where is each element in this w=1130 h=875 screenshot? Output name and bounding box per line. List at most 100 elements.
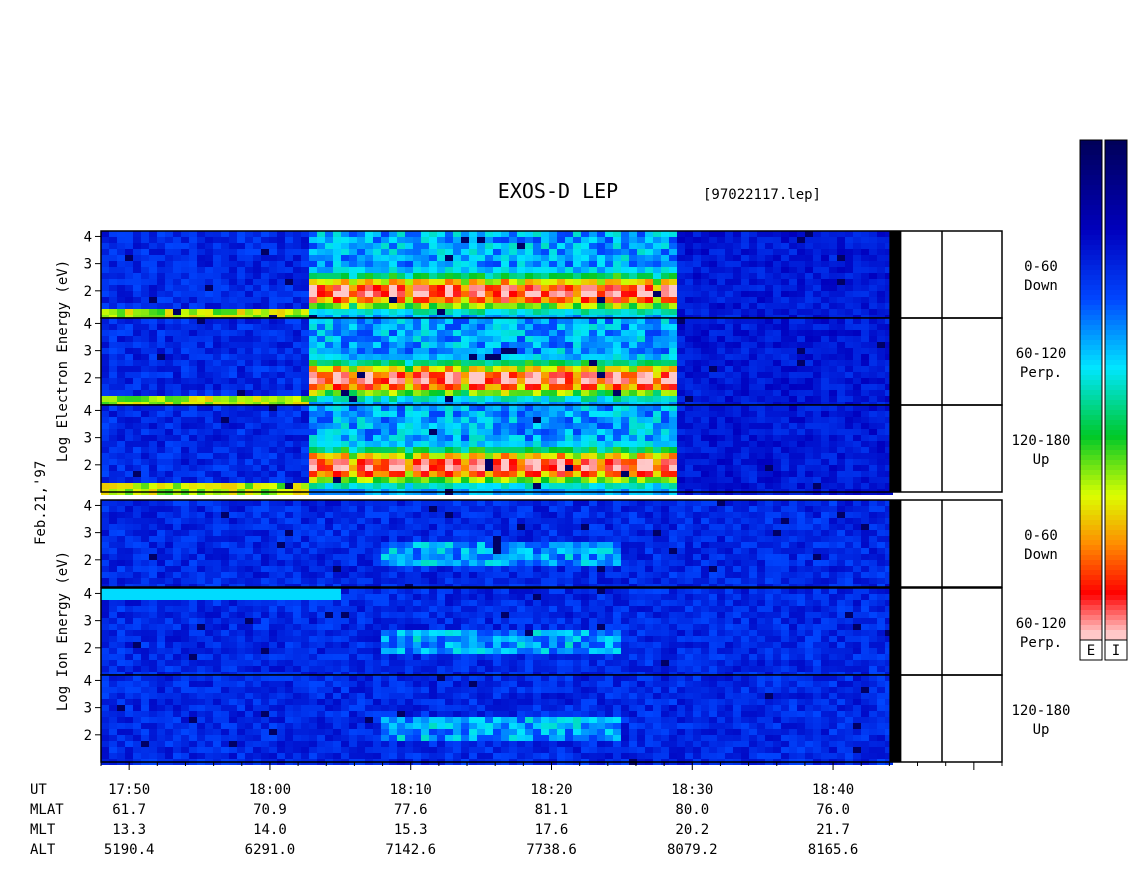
spectrogram-cell <box>853 261 861 267</box>
spectrogram-cell <box>565 348 573 354</box>
spectrogram-cell <box>781 429 789 435</box>
spectrogram-cell <box>701 417 709 423</box>
spectrogram-cell <box>293 578 301 584</box>
spectrogram-cell <box>285 231 293 237</box>
spectrogram-cell <box>877 417 885 423</box>
spectrogram-cell <box>301 267 309 273</box>
spectrogram-cell <box>317 435 325 441</box>
spectrogram-cell <box>165 435 173 441</box>
spectrogram-cell <box>717 384 725 390</box>
spectrogram-cell <box>717 336 725 342</box>
spectrogram-cell <box>509 324 517 330</box>
spectrogram-cell <box>213 390 221 396</box>
spectrogram-cell <box>309 548 317 554</box>
spectrogram-cell <box>261 285 269 291</box>
spectrogram-cell <box>197 390 205 396</box>
spectrogram-cell <box>661 285 669 291</box>
spectrogram-cell <box>709 459 717 465</box>
spectrogram-cell <box>261 249 269 255</box>
spectrogram-cell <box>837 411 845 417</box>
spectrogram-cell <box>637 309 645 315</box>
spectrogram-cell <box>229 578 237 584</box>
spectrogram-cell <box>885 417 893 423</box>
spectrogram-cell <box>365 360 373 366</box>
spectrogram-cell <box>373 348 381 354</box>
spectrogram-cell <box>197 237 205 243</box>
spectrogram-cell <box>277 566 285 572</box>
spectrogram-cell <box>117 560 125 566</box>
spectrogram-cell <box>109 471 117 477</box>
spectrogram-cell <box>157 453 165 459</box>
spectrogram-cell <box>181 330 189 336</box>
spectrogram-cell <box>629 459 637 465</box>
spectrogram-cell <box>437 237 445 243</box>
spectrogram-cell <box>605 405 613 411</box>
spectrogram-cell <box>685 378 693 384</box>
spectrogram-cell <box>741 429 749 435</box>
spectrogram-cell <box>773 285 781 291</box>
spectrogram-cell <box>693 348 701 354</box>
spectrogram-cell <box>637 417 645 423</box>
spectrogram-cell <box>413 447 421 453</box>
spectrogram-cell <box>853 309 861 315</box>
spectrogram-cell <box>661 396 669 402</box>
spectrogram-cell <box>461 447 469 453</box>
spectrogram-cell <box>237 348 245 354</box>
spectrogram-cell <box>637 285 645 291</box>
spectrogram-cell <box>477 330 485 336</box>
spectrogram-cell <box>669 279 677 285</box>
spectrogram-cell <box>117 249 125 255</box>
spectrogram-cell <box>517 360 525 366</box>
spectrogram-cell <box>173 249 181 255</box>
spectrogram-cell <box>173 273 181 279</box>
spectrogram-cell <box>237 396 245 402</box>
spectrogram-cell <box>773 309 781 315</box>
spectrogram-cell <box>181 465 189 471</box>
spectrogram-cell <box>261 366 269 372</box>
spectrogram-cell <box>717 366 725 372</box>
spectrogram-cell <box>117 237 125 243</box>
spectrogram-cell <box>285 483 293 489</box>
spectrogram-cell <box>645 447 653 453</box>
spectrogram-cell <box>861 405 869 411</box>
spectrogram-cell <box>781 330 789 336</box>
spectrogram-cell <box>797 342 805 348</box>
spectrogram-cell <box>781 291 789 297</box>
spectrogram-cell <box>749 360 757 366</box>
spectrogram-cell <box>357 354 365 360</box>
spectrogram-cell <box>461 330 469 336</box>
spectrogram-cell <box>253 459 261 465</box>
spectrogram-cell <box>381 477 389 483</box>
spectrogram-cell <box>469 411 477 417</box>
spectrogram-cell <box>565 459 573 465</box>
spectrogram-cell <box>197 249 205 255</box>
spectrogram-cell <box>205 542 213 548</box>
spectrogram-cell <box>469 285 477 291</box>
spectrogram-cell <box>533 348 541 354</box>
spectrogram-cell <box>629 366 637 372</box>
spectrogram-cell <box>293 342 301 348</box>
spectrogram-cell <box>829 372 837 378</box>
spectrogram-cell <box>381 237 389 243</box>
spectrogram-cell <box>397 231 405 237</box>
spectrogram-cell <box>741 372 749 378</box>
spectrogram-cell <box>469 324 477 330</box>
spectrogram-cell <box>613 471 621 477</box>
spectrogram-cell <box>173 237 181 243</box>
spectrogram-cell <box>229 441 237 447</box>
spectrogram-cell <box>237 518 245 524</box>
spectrogram-cell <box>141 500 149 506</box>
spectrogram-cell <box>117 548 125 554</box>
spectrogram-cell <box>293 572 301 578</box>
spectrogram-cell <box>461 453 469 459</box>
spectrogram-cell <box>837 447 845 453</box>
spectrogram-cell <box>389 330 397 336</box>
spectrogram-cell <box>885 249 893 255</box>
spectrogram-cell <box>621 390 629 396</box>
spectrogram-cell <box>677 318 685 324</box>
spectrogram-cell <box>341 459 349 465</box>
spectrogram-cell <box>357 512 365 518</box>
spectrogram-cell <box>741 465 749 471</box>
spectrogram-cell <box>309 447 317 453</box>
spectrogram-cell <box>877 309 885 315</box>
